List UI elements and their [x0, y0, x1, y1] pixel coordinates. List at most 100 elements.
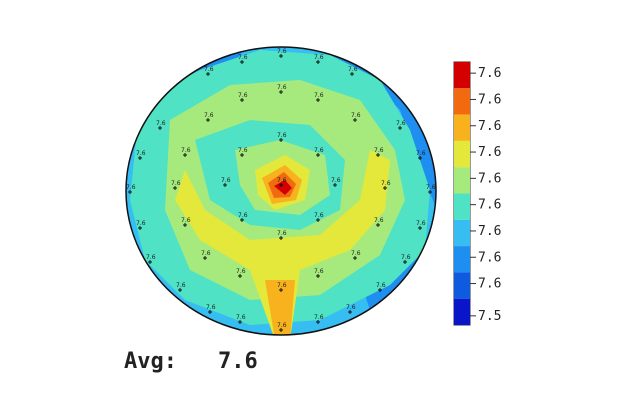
colorbar-band: [454, 114, 470, 141]
point-label: 7.6: [416, 220, 426, 227]
point-marker: [240, 98, 244, 102]
colorbar-band: [454, 272, 470, 299]
point-label: 7.6: [181, 217, 191, 224]
point-label: 7.6: [238, 147, 248, 154]
point-label: 7.6: [171, 180, 181, 187]
point-marker: [128, 190, 132, 194]
point-marker: [183, 223, 187, 227]
point-label: 7.6: [176, 282, 186, 289]
point-label: 7.6: [351, 112, 361, 119]
point-label: 7.6: [136, 220, 146, 227]
point-label: 7.6: [181, 147, 191, 154]
colorbar-label: 7.6: [478, 145, 501, 160]
point-label: 7.6: [238, 92, 248, 99]
point-label: 7.6: [277, 84, 287, 91]
point-label: 7.6: [396, 120, 406, 127]
point-marker: [376, 223, 380, 227]
point-marker: [316, 98, 320, 102]
point-label: 7.6: [126, 184, 136, 191]
colorbar: 7.6 7.6 7.6 7.6 7.6 7.6 7.6 7.6 7.6 7.5: [454, 62, 501, 325]
point-label: 7.6: [416, 150, 426, 157]
point-label: 7.6: [314, 147, 324, 154]
point-marker: [208, 310, 212, 314]
point-label: 7.6: [201, 250, 211, 257]
point-marker: [316, 218, 320, 222]
point-marker: [138, 156, 142, 160]
point-label: 7.6: [376, 282, 386, 289]
point-marker: [240, 218, 244, 222]
point-label: 7.6: [238, 54, 248, 61]
point-label: 7.6: [204, 112, 214, 119]
point-marker: [279, 236, 283, 240]
average-value: 7.6: [218, 349, 258, 374]
point-marker: [378, 288, 382, 292]
point-marker: [138, 226, 142, 230]
point-marker: [178, 288, 182, 292]
point-label: 7.6: [381, 180, 391, 187]
colorbar-band: [454, 298, 470, 325]
point-marker: [333, 183, 337, 187]
colorbar-label: 7.6: [478, 198, 501, 213]
point-marker: [316, 274, 320, 278]
point-label: 7.6: [277, 177, 287, 184]
point-label: 7.6: [156, 120, 166, 127]
average-label: Avg:: [124, 349, 177, 374]
point-marker: [279, 138, 283, 142]
point-label: 7.6: [277, 282, 287, 289]
colorbar-band: [454, 62, 470, 89]
point-marker: [279, 90, 283, 94]
point-label: 7.6: [351, 250, 361, 257]
colorbar-band: [454, 219, 470, 247]
point-label: 7.6: [426, 184, 436, 191]
point-marker: [279, 328, 283, 332]
point-marker: [206, 72, 210, 76]
point-label: 7.6: [314, 54, 324, 61]
colorbar-label: 7.6: [478, 224, 501, 239]
point-marker: [348, 310, 352, 314]
point-marker: [428, 190, 432, 194]
point-label: 7.6: [374, 217, 384, 224]
point-marker: [383, 186, 387, 190]
point-marker: [183, 153, 187, 157]
colorbar-band: [454, 246, 470, 273]
colorbar-band: [454, 140, 470, 168]
point-label: 7.6: [221, 177, 231, 184]
point-marker: [353, 256, 357, 260]
point-label: 7.6: [314, 314, 324, 321]
point-marker: [203, 256, 207, 260]
colorbar-label: 7.6: [478, 277, 501, 292]
point-label: 7.6: [331, 177, 341, 184]
point-marker: [418, 226, 422, 230]
point-label: 7.6: [277, 48, 287, 55]
point-marker: [316, 320, 320, 324]
point-label: 7.6: [236, 314, 246, 321]
colorbar-label: 7.6: [478, 66, 501, 81]
point-label: 7.6: [136, 150, 146, 157]
point-marker: [316, 60, 320, 64]
colorbar-band: [454, 193, 470, 220]
point-label: 7.6: [348, 66, 358, 73]
point-label: 7.6: [346, 304, 356, 311]
point-marker: [148, 260, 152, 264]
point-label: 7.6: [374, 147, 384, 154]
point-marker: [240, 153, 244, 157]
point-marker: [398, 126, 402, 130]
colorbar-label: 7.6: [478, 171, 501, 186]
point-marker: [206, 118, 210, 122]
point-label: 7.6: [238, 212, 248, 219]
point-marker: [238, 274, 242, 278]
point-marker: [279, 54, 283, 58]
point-marker: [279, 183, 283, 187]
point-label: 7.6: [277, 230, 287, 237]
colorbar-label: 7.5: [478, 309, 501, 324]
point-label: 7.6: [401, 254, 411, 261]
point-marker: [353, 118, 357, 122]
wafer-outline: [125, 46, 437, 336]
colorbar-label: 7.6: [478, 92, 501, 107]
point-marker: [240, 60, 244, 64]
point-label: 7.6: [314, 268, 324, 275]
point-label: 7.6: [206, 304, 216, 311]
measurement-points: 7.6 7.6 7.6 7.6 7.6 7.6 7.6 7.6 7.6 7.6 7.6 7.6 7.6 7…: [126, 48, 436, 332]
point-label: 7.6: [236, 268, 246, 275]
